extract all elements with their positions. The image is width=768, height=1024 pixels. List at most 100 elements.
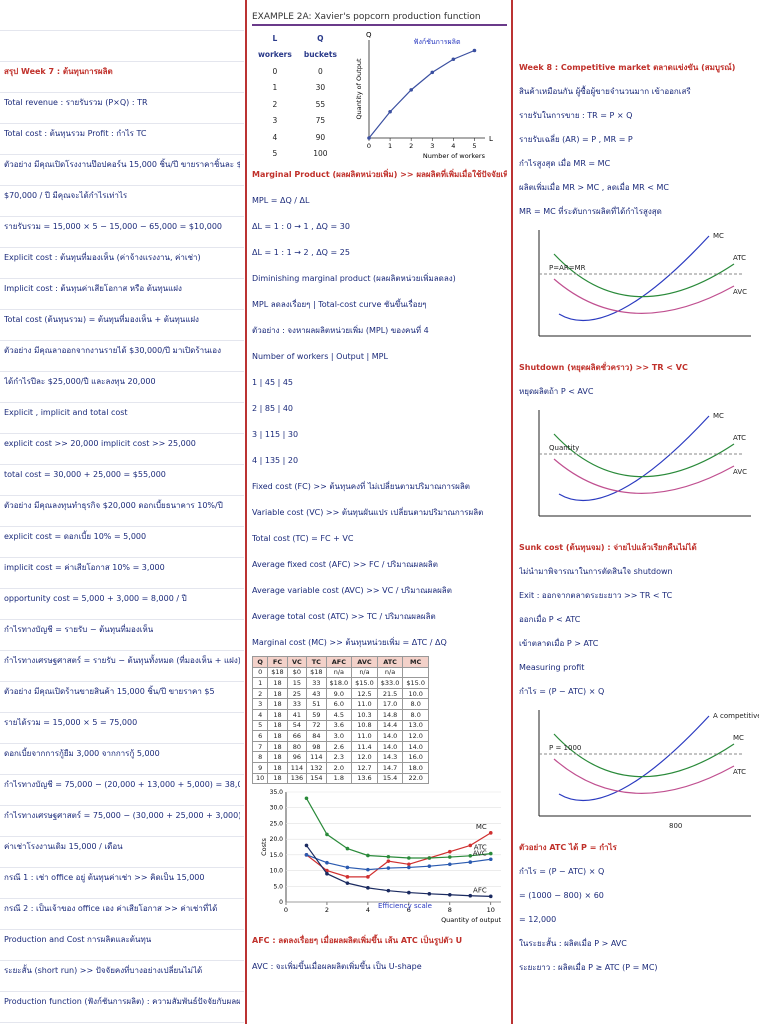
middle-column: EXAMPLE 2A: Xavier's popcorn production …: [248, 0, 510, 1024]
note-line: opportunity cost = 5,000 + 3,000 = 8,000…: [4, 594, 187, 603]
data-point: [472, 48, 477, 53]
data-line: [305, 798, 491, 859]
note-line: Sunk cost (ต้นทุนจม) : จ่ายไปแล้วเรียกคื…: [519, 543, 697, 552]
data-point: [409, 88, 413, 92]
note-line: Explicit cost : ต้นทุนที่มองเห็น (ค่าจ้า…: [4, 253, 201, 262]
x-axis-label: Quantity of output: [441, 916, 501, 924]
data-point: [448, 862, 452, 867]
table-cell: 1: [272, 83, 278, 93]
data-line: [306, 832, 492, 878]
table-cell: 18: [267, 740, 288, 753]
table-cell: 14.0: [376, 740, 404, 753]
example-title: EXAMPLE 2A: Xavier's popcorn production …: [252, 12, 507, 26]
column-header: TC: [306, 656, 327, 668]
table-cell: 15.4: [376, 772, 404, 785]
curve: [553, 458, 735, 494]
notes: Marginal Product (ผลผลิตหน่วยเพิ่ม) >> ผ…: [252, 162, 507, 656]
table-cell: 22.0: [402, 772, 429, 785]
table-cell: $15.0: [351, 677, 378, 689]
table-cell: 13.6: [351, 772, 378, 785]
cost-table: Q FC VC TC AFC AVC ATC MC 0 $18 $0 $18 n/a n/a n/a 1 18 1…: [251, 656, 429, 785]
note-line: Fixed cost (FC) >> ต้นทุนคงที่ ไม่เปลี่ย…: [252, 482, 470, 491]
table-cell: 12.0: [351, 751, 378, 763]
table-cell: 14.3: [376, 751, 404, 763]
table-cell: 98: [306, 740, 327, 753]
data-point: [366, 853, 370, 858]
note-line: explicit cost >> 20,000 implicit cost >>…: [4, 439, 196, 448]
table-cell: 154: [306, 772, 327, 785]
column-header: Q: [251, 656, 269, 668]
data-point: [407, 865, 411, 870]
note-line: ค่าเช่าโรงงานเดิม 15,000 / เดือน: [4, 842, 123, 851]
table-cell: 18: [267, 772, 288, 785]
note-line: Number of workers | Output | MPL: [252, 352, 388, 361]
table-cell: 18.0: [402, 761, 429, 774]
note-line: Exit : ออกจากตลาดระยะยาว >> TR < TC: [519, 591, 673, 600]
data-point: [451, 57, 456, 62]
annotation: ฟังก์ชันการผลิต: [413, 38, 460, 46]
data-point: [325, 861, 329, 865]
note-line: ระยะยาว : ผลิตเมื่อ P ≥ ATC (P = MC): [519, 963, 658, 972]
table-cell: 84: [306, 730, 327, 742]
data-point: [488, 857, 493, 862]
y-tick-label: 0: [279, 899, 283, 906]
series-label: AFC: [473, 886, 487, 894]
data-point: [448, 855, 452, 859]
table-cell: 12.7: [351, 761, 378, 774]
note-line: สรุป Week 7 : ต้นทุนการผลิต: [4, 67, 113, 76]
table-cell: 33: [306, 677, 327, 689]
table-cell: 0: [251, 666, 269, 679]
note-line: ไม่นำมาพิจารณาในการตัดสินใจ shutdown: [519, 567, 673, 576]
table-cell: 51: [306, 698, 327, 710]
y-axis-label: Costs: [260, 838, 268, 856]
table-row: 8 18 96 114 2.3 12.0 14.3 16.0: [251, 751, 429, 763]
data-point: [304, 796, 309, 801]
data-point: [386, 855, 391, 859]
note-line: ตัวอย่าง มีคุณลาออกจากงานรายได้ $30,000/…: [4, 346, 222, 355]
table-cell: 5: [272, 149, 278, 159]
note-line: ในระยะสั้น : ผลิตเมื่อ P > AVC: [519, 939, 627, 948]
table-cell: n/a: [376, 666, 404, 679]
table-cell: 2.3: [325, 751, 353, 763]
table-cell: 90: [315, 132, 326, 142]
table-cell: 18: [267, 708, 288, 721]
table-cell: 0: [317, 66, 323, 76]
note-line: กำไร = (P − ATC) × Q: [519, 867, 605, 876]
y-axis-label: Quantity of Output: [355, 58, 363, 120]
x-tick-label: 0: [367, 142, 371, 150]
note-line: ระยะสั้น (short run) >> ปัจจัยคงที่บางอย…: [4, 966, 203, 975]
table-row: 1 18 15 33 $18.0 $15.0 $33.0 $15.0: [251, 677, 429, 689]
table-cell: 96: [286, 751, 308, 763]
table-cell: 66: [286, 730, 308, 742]
note-line: Average total cost (ATC) >> TC / ปริมาณผ…: [252, 612, 436, 621]
table-cell: 132: [306, 761, 327, 774]
table-cell: $18.0: [325, 677, 353, 689]
note-line: ตัวอย่าง : จงหาผลผลิตหน่วยเพิ่ม (MPL) ขอ…: [252, 326, 429, 335]
x-tick-label: 10: [487, 906, 495, 914]
x-tick-label: 3: [430, 142, 434, 150]
data-point: [468, 894, 473, 898]
table-row: 5 18 54 72 3.6 10.8 14.4 13.0: [251, 719, 429, 732]
data-point: [427, 856, 432, 860]
note-line: กำไร = (P − ATC) × Q: [519, 687, 605, 696]
table-cell: 2: [251, 687, 269, 700]
data-point: [388, 109, 392, 114]
table-cell: 9.0: [325, 687, 353, 700]
table-cell: 8: [251, 751, 269, 763]
sketch-label: AVC: [733, 468, 747, 476]
note-line: 4 | 135 | 20: [252, 456, 299, 465]
table-cell: $0: [286, 666, 308, 679]
table-cell: 3: [272, 116, 278, 126]
x-axis-name: L: [489, 135, 493, 143]
sketch-label: AVC: [733, 288, 747, 296]
table-cell: 72: [306, 719, 327, 732]
note-line: Total cost : ต้นทุนรวม Profit : กำไร TC: [4, 129, 147, 138]
column-header: FC: [267, 656, 288, 668]
data-point: [407, 856, 411, 860]
note-line: AVC : จะเพิ่มขึ้นเมื่อผลผลิตเพิ่มขึ้น เป…: [252, 962, 422, 972]
table-cell: 4: [251, 708, 269, 721]
data-point: [407, 862, 411, 867]
y-tick-label: 35.0: [270, 789, 284, 796]
table-cell: 80: [286, 740, 308, 753]
